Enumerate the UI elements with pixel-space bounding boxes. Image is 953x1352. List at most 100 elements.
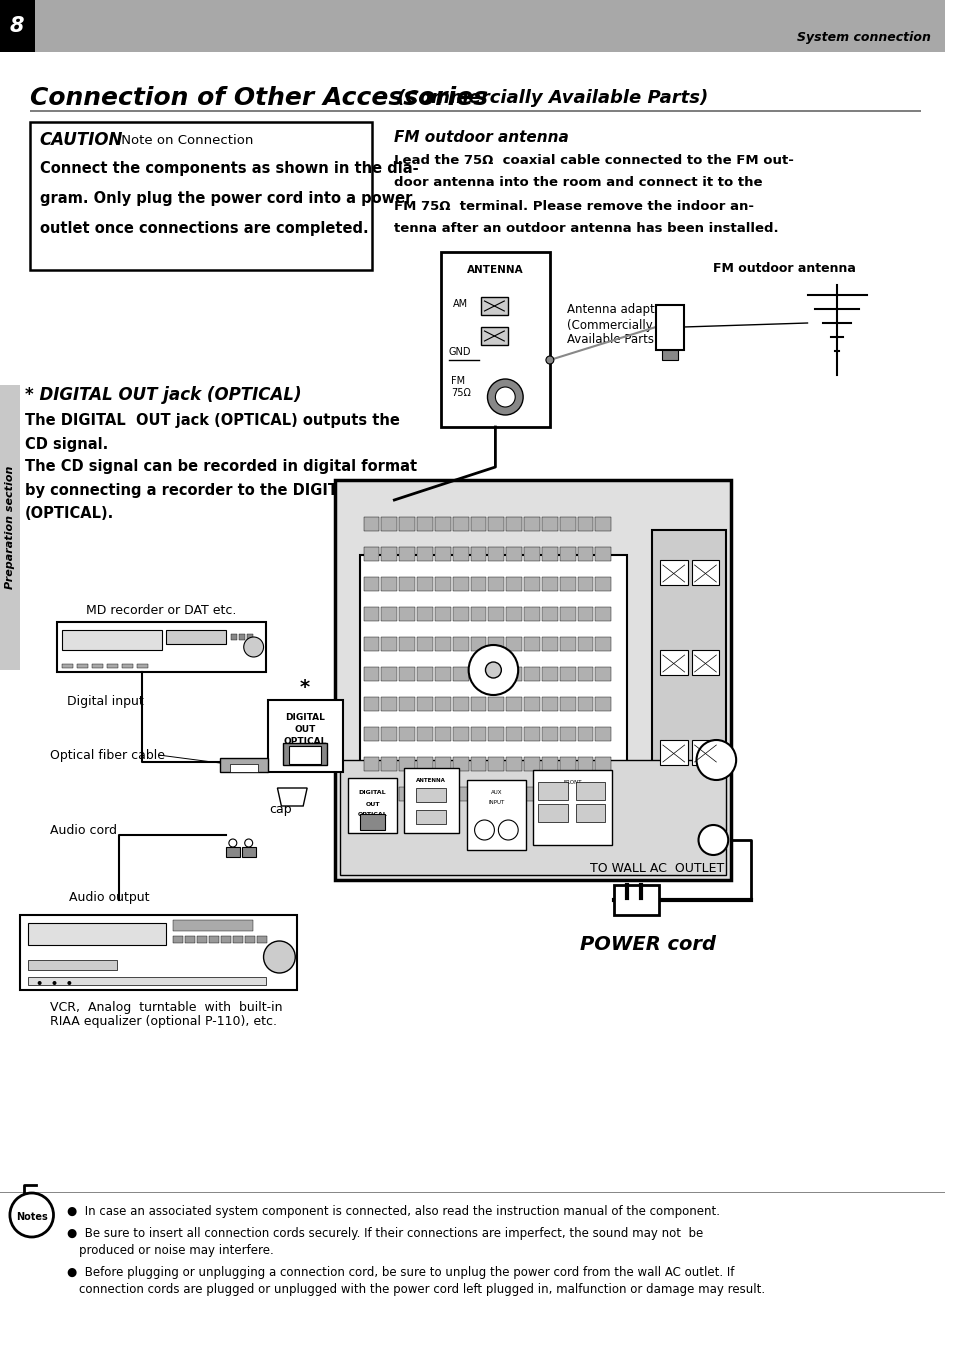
Bar [506,577,521,591]
Bar [506,727,521,741]
Bar [541,698,558,711]
Bar [506,637,521,652]
Text: door antenna into the room and connect it to the: door antenna into the room and connect i… [394,177,762,189]
Bar [399,727,415,741]
Bar [416,787,433,800]
Bar [470,548,486,561]
Bar [363,698,379,711]
Text: RIAA equalizer (optional P-110), etc.: RIAA equalizer (optional P-110), etc. [50,1015,276,1029]
Text: Lead the 75Ω  coaxial cable connected to the FM out-: Lead the 75Ω coaxial cable connected to … [394,154,794,166]
Bar [363,637,379,652]
Bar [399,516,415,531]
Bar [541,607,558,621]
Bar [559,577,575,591]
Bar [577,698,593,711]
Bar [691,560,719,585]
Bar [238,634,245,639]
Bar [453,607,468,621]
Bar [283,744,327,765]
Bar [0,385,20,671]
Bar [30,110,921,112]
Circle shape [495,387,515,407]
Bar [435,667,451,681]
Bar [506,787,521,800]
Bar [453,548,468,561]
Bar [523,637,539,652]
Bar [453,727,468,741]
Circle shape [468,645,517,695]
Bar [559,516,575,531]
Bar [470,577,486,591]
Bar [523,757,539,771]
Bar [416,607,433,621]
Text: Audio cord: Audio cord [50,823,116,837]
Text: gram. Only plug the power cord into a power: gram. Only plug the power cord into a po… [40,191,412,206]
Polygon shape [277,788,307,806]
Circle shape [37,982,42,986]
Text: by connecting a recorder to the DIGITAL IN jack: by connecting a recorder to the DIGITAL … [25,483,418,498]
Bar [541,757,558,771]
Bar [0,1191,944,1192]
Bar [661,350,677,360]
Bar [404,768,458,833]
Bar [541,667,558,681]
Text: DIGITAL: DIGITAL [358,790,386,795]
Text: (Commercially Available Parts): (Commercially Available Parts) [391,89,708,107]
Bar [435,516,451,531]
Bar [541,727,558,741]
Text: TO WALL AC  OUTLET: TO WALL AC OUTLET [589,861,723,875]
Bar [559,667,575,681]
Bar [488,548,504,561]
Text: OPTICAL: OPTICAL [357,811,387,817]
Bar [416,757,433,771]
Circle shape [52,982,56,986]
Bar [0,0,944,51]
Bar [435,787,451,800]
Circle shape [545,356,554,364]
Bar [470,607,486,621]
Bar [435,637,451,652]
Text: ANTENNA: ANTENNA [467,265,523,274]
Bar [0,0,34,51]
Text: Connection of Other Accessories: Connection of Other Accessories [30,87,487,110]
Bar [339,760,725,875]
Bar [399,667,415,681]
Text: FM outdoor antenna: FM outdoor antenna [394,131,569,146]
Bar [363,757,379,771]
Bar [659,560,687,585]
Text: Preparation section: Preparation section [5,466,15,589]
Bar [435,548,451,561]
Bar [595,727,611,741]
Text: (OPTICAL).: (OPTICAL). [25,506,114,521]
Bar [435,607,451,621]
Bar [523,548,539,561]
Bar [416,810,445,823]
Bar [62,630,161,650]
Bar [399,548,415,561]
Text: Optical fiber cable: Optical fiber cable [50,749,164,761]
Bar [577,787,593,800]
Bar [523,698,539,711]
Bar [488,787,504,800]
Text: ●  In case an associated system component is connected, also read the instructio: ● In case an associated system component… [68,1205,720,1218]
Bar [470,637,486,652]
Bar [399,757,415,771]
Bar [541,516,558,531]
Bar [488,516,504,531]
Bar [480,297,508,315]
Bar [435,727,451,741]
Bar [470,787,486,800]
Bar [136,664,148,668]
Bar [488,698,504,711]
Bar [559,787,575,800]
Bar [231,634,236,639]
Text: FRONT: FRONT [563,780,581,784]
Text: VCR,  Analog  turntable  with  built-in: VCR, Analog turntable with built-in [50,1002,282,1014]
Bar [381,577,396,591]
Bar [173,919,253,932]
Bar [77,664,88,668]
Bar [559,607,575,621]
Bar [577,757,593,771]
Bar [595,607,611,621]
Bar [348,777,396,833]
